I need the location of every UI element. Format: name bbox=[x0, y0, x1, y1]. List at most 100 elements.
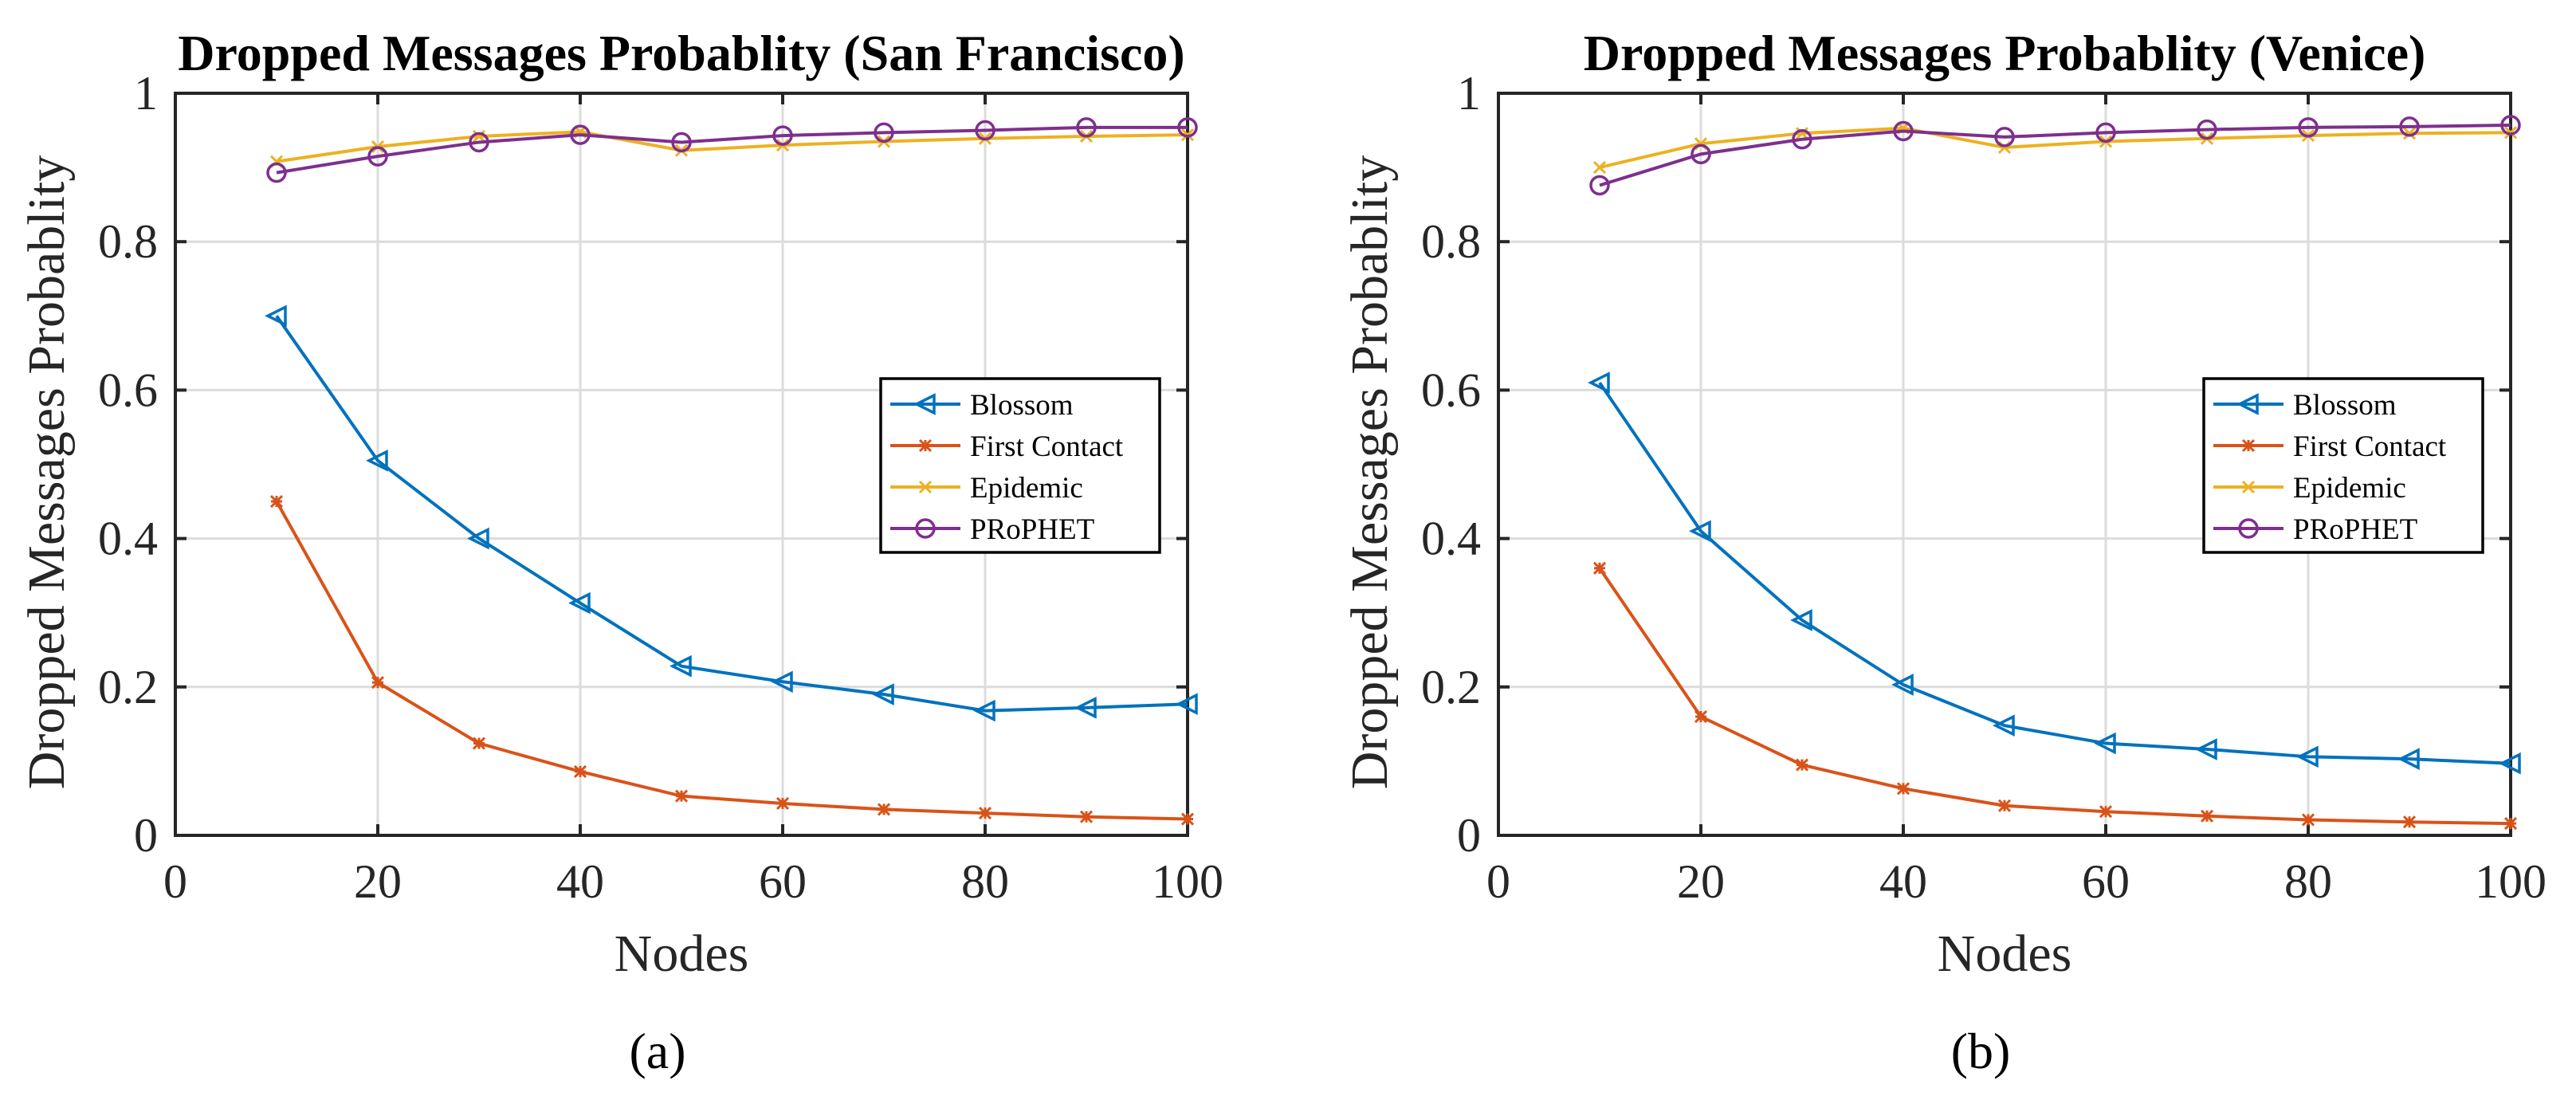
data-point-prophet bbox=[772, 125, 793, 146]
y-axis-title: Dropped Messages Probablity bbox=[18, 155, 76, 790]
series-first-contact bbox=[1592, 561, 2518, 831]
legend-entry-prophet: PRoPHET bbox=[2213, 513, 2417, 546]
x-axis-title: Nodes bbox=[1938, 925, 2072, 983]
legend-marker-epidemic bbox=[918, 480, 933, 494]
y-tick-label: 0.2 bbox=[1421, 661, 1481, 713]
data-point-prophet bbox=[2500, 115, 2521, 136]
data-point-blossom bbox=[872, 683, 894, 705]
legend-label-epidemic: Epidemic bbox=[970, 472, 1083, 505]
y-tick-label: 0.4 bbox=[1421, 513, 1481, 565]
y-tick-label: 1 bbox=[1457, 67, 1481, 120]
legend-label-blossom: Blossom bbox=[2293, 389, 2397, 422]
data-point-prophet bbox=[1177, 117, 1198, 138]
x-tick-label: 20 bbox=[354, 855, 402, 908]
legend-entry-prophet: PRoPHET bbox=[890, 513, 1094, 546]
series-line-prophet bbox=[1599, 124, 2511, 187]
x-tick-label: 100 bbox=[2475, 855, 2547, 908]
axes-box bbox=[1497, 92, 2512, 837]
legend-box bbox=[879, 377, 1161, 554]
data-point-first-contact bbox=[674, 789, 689, 803]
data-point-first-contact bbox=[1592, 561, 1607, 575]
data-point-first-contact bbox=[1180, 812, 1195, 826]
data-point-blossom bbox=[1790, 609, 1812, 631]
legend-marker-prophet bbox=[2238, 518, 2259, 539]
y-tick-label: 0.6 bbox=[98, 363, 158, 416]
data-point-first-contact bbox=[2402, 815, 2417, 829]
y-axis-title: Dropped Messages Probablity bbox=[1341, 155, 1399, 790]
data-point-first-contact bbox=[472, 737, 486, 750]
legend-marker-first-contact bbox=[918, 438, 933, 453]
legend: Blossom First Contact Epidemic PRoPHET bbox=[879, 377, 1161, 554]
series-line-blossom bbox=[275, 315, 1188, 713]
legend-label-blossom: Blossom bbox=[970, 389, 1074, 422]
data-point-first-contact bbox=[1997, 799, 2012, 812]
data-point-first-contact bbox=[776, 796, 790, 811]
y-tick-label: 0.6 bbox=[1421, 363, 1481, 416]
legend-entry-first-contact: First Contact bbox=[2213, 430, 2447, 463]
data-point-blossom bbox=[1176, 693, 1198, 716]
data-point-first-contact bbox=[877, 803, 891, 816]
data-point-first-contact bbox=[371, 676, 385, 689]
legend-marker-blossom bbox=[2236, 393, 2259, 415]
data-point-blossom bbox=[1891, 674, 1914, 696]
x-tick-label: 40 bbox=[1879, 855, 1927, 908]
data-point-epidemic bbox=[472, 129, 486, 143]
x-tick-label: 80 bbox=[2284, 855, 2332, 908]
y-tick-label: 0 bbox=[1457, 809, 1481, 862]
series-line-blossom bbox=[1598, 381, 2511, 765]
data-point-blossom bbox=[973, 699, 995, 722]
data-point-epidemic-stroke bbox=[2402, 127, 2417, 140]
data-point-first-contact bbox=[2200, 809, 2214, 823]
axes-box bbox=[174, 92, 1189, 837]
y-tick-label: 0.4 bbox=[98, 513, 158, 565]
data-point-prophet bbox=[1589, 175, 1610, 196]
data-point-blossom bbox=[2094, 732, 2116, 755]
data-point-epidemic-stroke bbox=[1592, 161, 1607, 175]
chart-title: Dropped Messages Probablity (Venice) bbox=[1584, 25, 2426, 81]
x-tick-label: 100 bbox=[1152, 855, 1223, 908]
series-prophet bbox=[1589, 115, 2521, 196]
data-point-blossom bbox=[2499, 752, 2521, 775]
data-point-prophet bbox=[1994, 127, 2015, 147]
series-line-first-contact bbox=[1598, 567, 2511, 826]
series-blossom bbox=[265, 304, 1198, 722]
series-line-epidemic bbox=[276, 130, 1188, 163]
data-point-first-contact bbox=[269, 494, 284, 509]
series-line-prophet bbox=[276, 125, 1188, 175]
data-point-blossom bbox=[467, 527, 489, 550]
data-point-blossom bbox=[366, 450, 388, 472]
data-point-prophet bbox=[469, 132, 489, 153]
data-point-epidemic bbox=[2402, 127, 2417, 140]
legend-entry-blossom: Blossom bbox=[890, 389, 1074, 422]
legend-entry-epidemic: Epidemic bbox=[2213, 472, 2406, 505]
x-tick-label: 40 bbox=[556, 855, 604, 908]
data-point-blossom bbox=[2397, 748, 2420, 770]
legend-marker-first-contact bbox=[2241, 438, 2256, 453]
data-point-epidemic-stroke bbox=[472, 129, 486, 143]
data-point-blossom bbox=[1074, 697, 1097, 719]
data-point-prophet bbox=[1893, 120, 1914, 142]
data-point-blossom bbox=[670, 654, 692, 678]
legend-marker-blossom bbox=[913, 393, 936, 415]
data-point-first-contact bbox=[2099, 805, 2113, 819]
data-point-blossom bbox=[568, 591, 591, 615]
series-line-first-contact bbox=[275, 501, 1188, 821]
data-point-epidemic-stroke bbox=[1795, 127, 1809, 140]
data-point-prophet bbox=[266, 162, 287, 183]
data-point-prophet bbox=[2298, 117, 2319, 138]
legend-marker-epidemic-stroke bbox=[918, 480, 933, 494]
data-point-first-contact bbox=[2301, 813, 2315, 827]
data-point-prophet bbox=[874, 122, 894, 143]
legend-label-prophet: PRoPHET bbox=[2293, 513, 2417, 546]
x-tick-label: 80 bbox=[961, 855, 1009, 908]
legend-label-first-contact: First Contact bbox=[2293, 430, 2447, 463]
data-point-prophet bbox=[570, 124, 591, 145]
legend-label-epidemic: Epidemic bbox=[2293, 472, 2406, 505]
data-point-prophet bbox=[1076, 117, 1097, 138]
y-tick-label: 0.8 bbox=[1421, 215, 1481, 268]
legend-entry-blossom: Blossom bbox=[2213, 389, 2397, 422]
series-epidemic bbox=[1592, 121, 2518, 175]
x-tick-label: 0 bbox=[1486, 855, 1510, 908]
legend-entry-epidemic: Epidemic bbox=[890, 472, 1083, 505]
